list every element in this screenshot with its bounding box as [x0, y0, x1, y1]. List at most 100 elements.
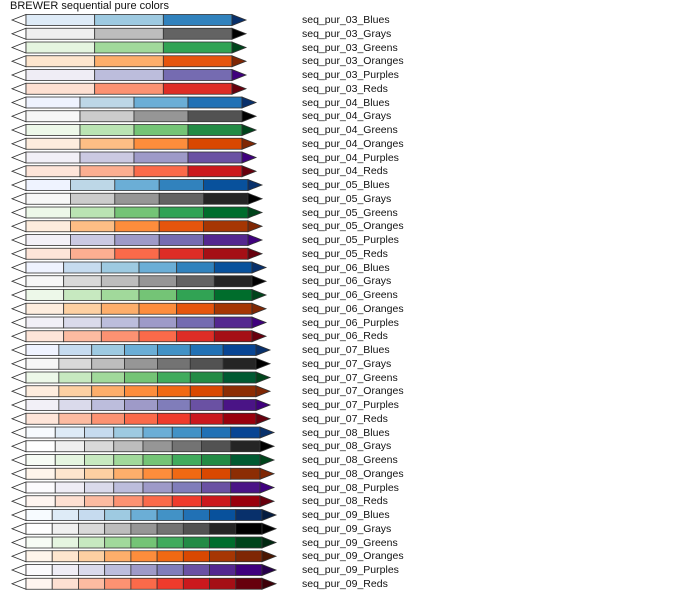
ramp-tip [247, 220, 264, 233]
ramp-tip [261, 577, 278, 590]
color-swatch [58, 385, 93, 398]
color-swatch [25, 206, 71, 219]
ramp-label: seq_pur_07_Purples [302, 399, 399, 411]
color-swatch [25, 137, 81, 150]
ramp-tip [247, 247, 264, 260]
color-swatch [176, 289, 215, 301]
color-swatch [142, 426, 173, 439]
ramp-tip [231, 55, 248, 68]
color-swatch [94, 27, 164, 40]
color-swatch [25, 344, 60, 356]
color-swatch [158, 206, 204, 219]
ramp-seq-pur-06-grays [10, 275, 268, 288]
ramp-left-cap [10, 398, 27, 412]
color-swatch [230, 481, 261, 494]
ramp-left-cap [10, 261, 27, 274]
color-swatch [171, 467, 202, 480]
color-swatch [189, 371, 224, 384]
color-swatch [70, 220, 116, 233]
color-swatch [124, 385, 158, 398]
color-swatch [25, 509, 53, 521]
color-swatch [84, 440, 115, 453]
ramp-label: seq_pur_03_Oranges [302, 55, 404, 68]
color-swatch [176, 330, 215, 343]
ramp-label: seq_pur_08_Blues [302, 426, 390, 439]
color-swatch [162, 14, 233, 26]
color-swatch [58, 357, 93, 370]
color-swatch [104, 577, 132, 590]
ramp-seq-pur-03-oranges [10, 55, 248, 68]
color-swatch [222, 344, 257, 356]
ramp-seq-pur-03-purples [10, 68, 248, 82]
color-swatch [58, 371, 93, 384]
ramp-tip [231, 82, 248, 95]
color-swatch [25, 536, 53, 549]
color-swatch [84, 481, 115, 494]
color-swatch [91, 399, 125, 411]
color-swatch [94, 41, 164, 54]
color-swatch [94, 55, 164, 68]
color-swatch [142, 481, 173, 494]
color-swatch [157, 371, 191, 384]
ramp-left-cap [10, 151, 27, 164]
ramp-label: seq_pur_03_Blues [302, 14, 390, 26]
ramp-seq-pur-05-grays [10, 192, 264, 205]
color-swatch [176, 316, 215, 329]
ramp-label: seq_pur_05_Grays [302, 192, 392, 205]
color-swatch [138, 289, 178, 301]
color-swatch [54, 454, 85, 466]
color-swatch [25, 454, 56, 466]
ramp-tip [231, 41, 248, 54]
color-swatch [94, 14, 164, 26]
color-swatch [138, 302, 178, 315]
color-swatch [209, 550, 237, 563]
color-swatch [113, 467, 144, 480]
color-swatch [58, 344, 93, 356]
ramp-tip [255, 412, 272, 425]
color-swatch [114, 179, 160, 191]
ramp-tip [247, 233, 264, 247]
ramp-seq-pur-04-purples [10, 151, 258, 164]
ramp-label: seq_pur_05_Purples [302, 234, 399, 246]
color-swatch [203, 247, 249, 260]
color-swatch [25, 192, 71, 205]
color-swatch [142, 440, 173, 453]
color-swatch [51, 522, 79, 535]
color-swatch [235, 577, 263, 590]
ramp-left-cap [10, 302, 27, 315]
color-swatch [158, 179, 204, 191]
ramp-left-cap [10, 288, 27, 302]
color-swatch [25, 14, 96, 26]
color-swatch [25, 316, 65, 329]
ramp-tip [255, 398, 272, 412]
ramp-label: seq_pur_05_Blues [302, 179, 390, 191]
ramp-left-cap [10, 467, 27, 480]
ramp-seq-pur-07-blues [10, 343, 272, 357]
color-swatch [25, 179, 71, 191]
color-swatch [63, 261, 102, 274]
ramp-label: seq_pur_08_Oranges [302, 467, 404, 480]
color-swatch [70, 234, 116, 246]
color-swatch [189, 344, 224, 356]
color-swatch [189, 399, 224, 411]
ramp-tip [259, 440, 276, 453]
color-swatch [142, 454, 173, 466]
ramp-tip [251, 288, 268, 302]
ramp-label: seq_pur_05_Greens [302, 206, 398, 219]
ramp-left-cap [10, 247, 27, 260]
color-swatch [182, 522, 210, 535]
color-swatch [51, 550, 79, 563]
ramp-label: seq_pur_04_Purples [302, 151, 399, 164]
color-swatch [203, 192, 249, 205]
ramp-seq-pur-04-grays [10, 110, 258, 123]
color-swatch [235, 509, 263, 521]
ramp-left-cap [10, 563, 27, 577]
color-swatch [222, 371, 257, 384]
color-swatch [130, 522, 158, 535]
color-swatch [25, 385, 60, 398]
ramp-label: seq_pur_06_Reds [302, 330, 388, 343]
color-swatch [54, 495, 85, 508]
ramp-left-cap [10, 330, 27, 343]
color-swatch [25, 55, 96, 68]
color-swatch [114, 206, 160, 219]
